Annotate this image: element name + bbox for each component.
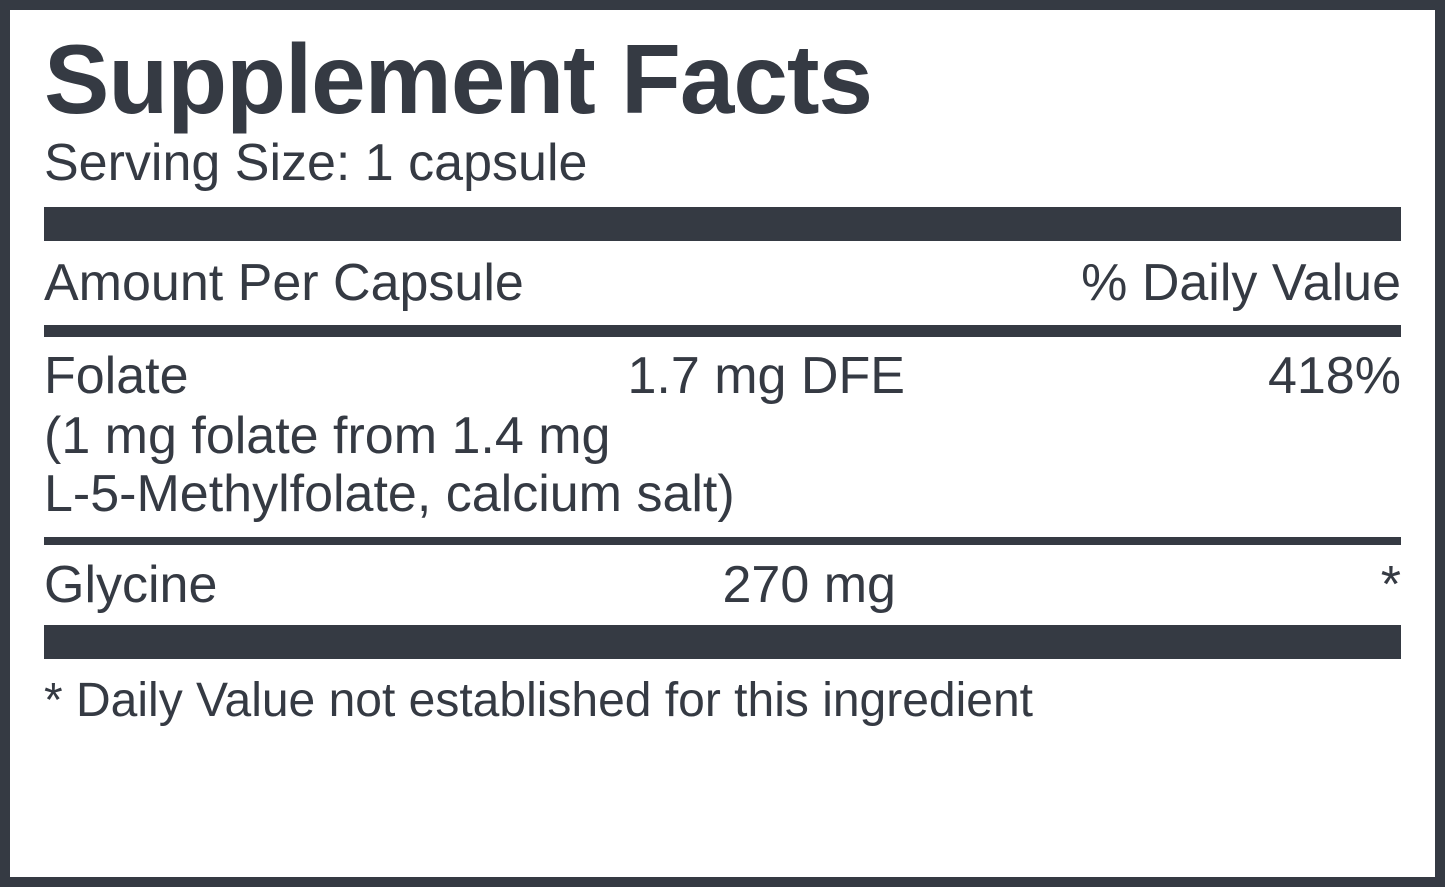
- footnote: * Daily Value not established for this i…: [44, 667, 1401, 728]
- column-header-row: Amount Per Capsule % Daily Value: [44, 249, 1401, 317]
- divider-bar-bottom: [44, 625, 1401, 659]
- serving-size: Serving Size: 1 capsule: [44, 133, 1401, 193]
- nutrient-subtext: (1 mg folate from 1.4 mg L-5-Methylfolat…: [44, 407, 1401, 529]
- divider-bar-top: [44, 207, 1401, 241]
- daily-value-label: % Daily Value: [1081, 253, 1401, 313]
- nutrient-name: Folate: [44, 347, 628, 407]
- nutrient-row-folate: Folate 1.7 mg DFE 418%: [44, 345, 1401, 407]
- panel-title: Supplement Facts: [44, 28, 1401, 131]
- nutrient-name: Glycine: [44, 555, 723, 615]
- amount-per-capsule-label: Amount Per Capsule: [44, 253, 524, 313]
- divider-rule-mid: [44, 537, 1401, 545]
- nutrient-dv: 418%: [1130, 347, 1401, 407]
- divider-rule-header: [44, 325, 1401, 337]
- nutrient-sub-line-2: L-5-Methylfolate, calcium salt): [44, 465, 1401, 523]
- nutrient-row-glycine: Glycine 270 mg *: [44, 553, 1401, 619]
- nutrient-sub-line-1: (1 mg folate from 1.4 mg: [44, 407, 1401, 465]
- supplement-facts-panel: Supplement Facts Serving Size: 1 capsule…: [0, 0, 1445, 887]
- nutrient-amount: 1.7 mg DFE: [628, 347, 1130, 407]
- nutrient-amount: 270 mg: [723, 555, 1062, 615]
- nutrient-dv: *: [1062, 555, 1401, 615]
